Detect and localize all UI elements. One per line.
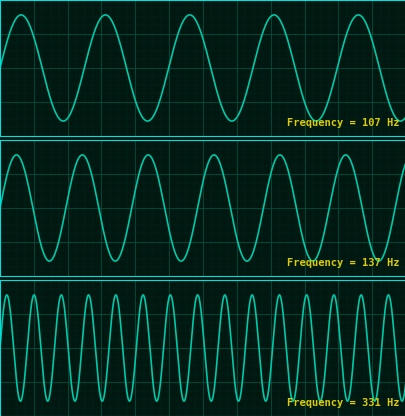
- Text: Frequency = 331 Hz: Frequency = 331 Hz: [287, 398, 399, 408]
- Text: Frequency = 137 Hz: Frequency = 137 Hz: [287, 258, 399, 268]
- Text: Frequency = 107 Hz: Frequency = 107 Hz: [287, 118, 399, 128]
